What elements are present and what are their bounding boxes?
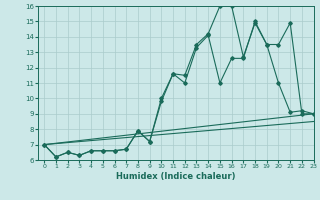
X-axis label: Humidex (Indice chaleur): Humidex (Indice chaleur) [116,172,236,181]
